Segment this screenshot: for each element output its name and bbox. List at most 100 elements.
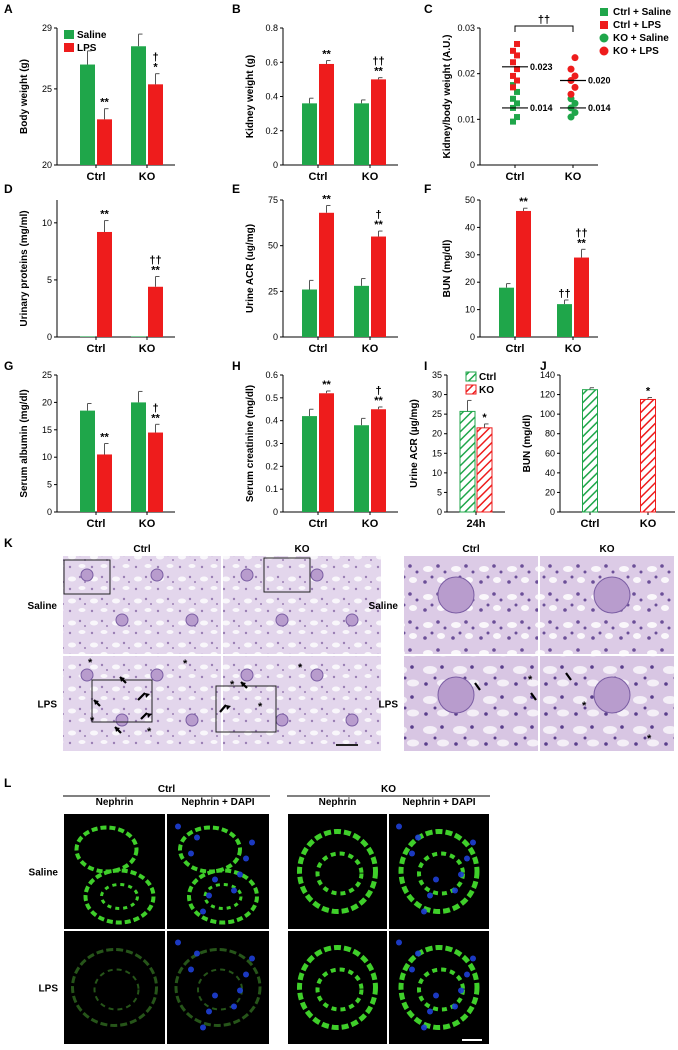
significance-mark: **	[519, 196, 528, 208]
glomerulus-stain	[398, 945, 480, 1030]
glomerulus	[185, 613, 199, 627]
y-tick-label: 10	[42, 452, 52, 462]
dapi-nucleus	[194, 834, 200, 841]
dapi-nucleus	[243, 971, 249, 978]
injury-asterisk: *	[258, 701, 263, 713]
dapi-nucleus	[249, 955, 255, 962]
glomerulus-stain	[398, 829, 480, 914]
significance-mark: †	[152, 402, 158, 414]
y-tick-label: 0	[273, 332, 278, 342]
y-axis-title: Urinary proteins (mg/ml)	[19, 210, 30, 326]
y-tick-label: 10	[42, 218, 52, 228]
y-tick-label: 20	[42, 397, 52, 407]
y-tick-label: 0.1	[265, 484, 278, 494]
bar	[640, 398, 656, 513]
y-tick-label: 5	[47, 275, 52, 285]
x-tick-label: Ctrl	[309, 171, 328, 183]
significance-mark: **	[100, 97, 109, 109]
legend-label: KO + Saline	[613, 33, 669, 44]
group-header: KO	[381, 784, 396, 795]
legend-label: Ctrl + LPS	[613, 20, 661, 31]
bar	[131, 402, 146, 512]
dapi-nucleus	[200, 908, 206, 915]
dapi-nucleus	[206, 1008, 212, 1015]
row-header: Saline	[29, 868, 59, 879]
x-tick-label: Ctrl	[581, 518, 600, 530]
y-tick-label: 0.4	[265, 416, 278, 426]
y-tick-label: 40	[465, 222, 475, 232]
bar	[80, 64, 95, 165]
glomerulus	[240, 668, 254, 682]
injury-asterisk: *	[647, 733, 652, 745]
panel-label: J	[540, 359, 547, 373]
panel-label: L	[4, 776, 11, 790]
scatter-point	[514, 52, 520, 59]
dapi-nucleus	[433, 992, 439, 999]
scatter-point	[514, 40, 520, 47]
dapi-nucleus	[458, 871, 464, 878]
mean-value-label: 0.023	[530, 62, 553, 72]
bar	[319, 212, 334, 337]
scatter-point	[567, 65, 575, 73]
arrowhead	[115, 727, 120, 732]
y-tick-label: 60	[545, 448, 555, 458]
injury-asterisk: *	[582, 700, 587, 712]
scatter-point	[510, 95, 516, 102]
y-axis-title: BUN (mg/dl)	[522, 415, 533, 473]
dapi-nucleus	[409, 966, 415, 973]
dapi-nucleus	[188, 850, 194, 857]
arrow-marker	[530, 692, 537, 701]
y-axis-title: Serum creatinine (mg/dl)	[245, 385, 256, 502]
significance-mark: **	[322, 193, 331, 205]
significance-mark: **	[100, 209, 109, 221]
y-tick-label: 0.01	[457, 114, 475, 124]
glomerulus-stain	[297, 829, 378, 914]
y-tick-label: 20	[545, 487, 555, 497]
bar	[319, 63, 334, 165]
significance-mark: *	[482, 412, 487, 424]
dapi-nucleus	[415, 834, 421, 841]
dapi-nucleus	[409, 850, 415, 857]
scatter-point	[567, 113, 575, 121]
x-tick-label: KO	[139, 171, 156, 183]
arrowhead	[145, 693, 150, 698]
chart-panel-i: I 0 5 10 15 20 25 30 35 Urine ACR (µg/mg) 24h * Ctrl…	[409, 359, 505, 530]
dapi-nucleus	[470, 955, 476, 962]
dapi-nucleus	[452, 1003, 458, 1010]
dapi-nucleus	[464, 971, 470, 978]
legend-swatch	[599, 46, 609, 56]
panel-label: G	[4, 359, 13, 373]
glomerulus	[80, 668, 94, 682]
y-tick-label: 100	[540, 409, 555, 419]
glomerulus	[275, 613, 289, 627]
glomerulus	[275, 713, 289, 727]
injury-asterisk: *	[183, 658, 188, 670]
row-header: LPS	[379, 700, 399, 711]
glomerulus	[593, 576, 631, 614]
injury-asterisk: *	[230, 679, 235, 691]
x-tick-label: Ctrl	[506, 171, 525, 183]
dapi-nucleus	[212, 992, 218, 999]
legend-swatch	[599, 33, 609, 43]
column-header: KO	[600, 544, 615, 555]
x-tick-label: KO	[362, 343, 379, 355]
y-tick-label: 0	[550, 507, 555, 517]
dapi-nucleus	[188, 966, 194, 973]
x-tick-label: KO	[565, 343, 582, 355]
row-header: LPS	[38, 700, 58, 711]
legend-label: Ctrl + Saline	[613, 7, 672, 18]
y-tick-label: 0	[470, 332, 475, 342]
significance-mark: ††	[575, 227, 587, 239]
bar	[319, 393, 334, 512]
dapi-nucleus	[458, 987, 464, 994]
chart-panel-a: A 20 25 29 Body weight (g) Ctrl KO ** †* Saline LP…	[4, 2, 175, 183]
y-tick-label: 29	[42, 23, 52, 33]
glomerulus-stain	[71, 948, 158, 1027]
y-tick-label: 0	[437, 507, 442, 517]
legend-label: KO	[479, 385, 494, 396]
panel-label: C	[424, 2, 433, 16]
y-tick-label: 10	[465, 305, 475, 315]
injury-asterisk: *	[298, 662, 303, 674]
significance-mark: ††	[372, 56, 384, 68]
scatter-point	[571, 83, 579, 91]
